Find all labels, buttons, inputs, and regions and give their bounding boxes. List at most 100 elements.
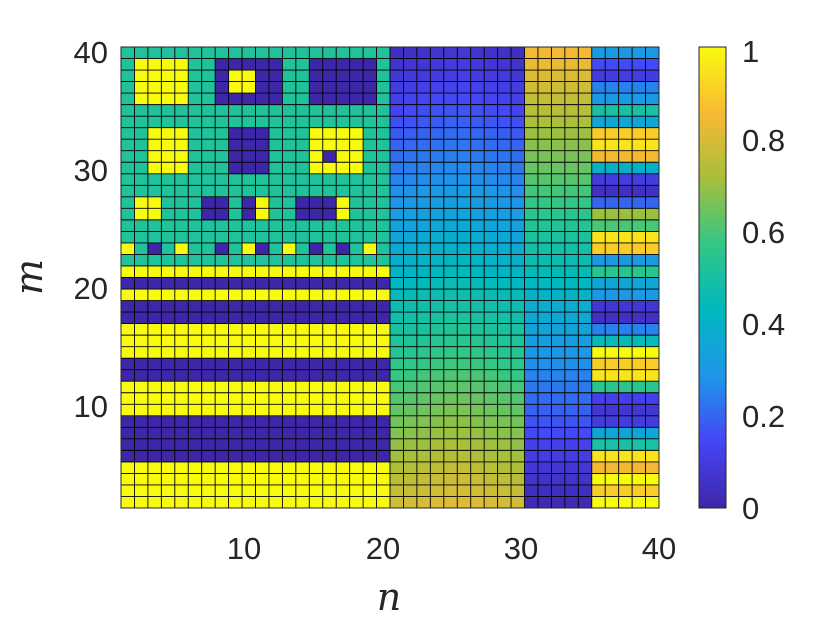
heatmap-cell (578, 473, 593, 486)
heatmap-cell (188, 358, 202, 371)
heatmap-cell (215, 461, 229, 474)
heatmap-cell (242, 104, 256, 117)
heatmap-cell (537, 231, 552, 244)
heatmap-cell (416, 461, 431, 474)
heatmap-cell (430, 438, 445, 451)
heatmap-cell (578, 450, 593, 463)
heatmap-cell (551, 496, 566, 509)
heatmap-cell (134, 185, 149, 198)
heatmap-cell (147, 473, 162, 486)
heatmap-cell (457, 150, 471, 163)
heatmap-cell (228, 162, 243, 175)
heatmap-cell (309, 196, 324, 209)
heatmap-cell (403, 139, 418, 152)
heatmap-cell (268, 484, 283, 497)
heatmap-cell (416, 150, 431, 163)
heatmap-cell (363, 47, 377, 59)
heatmap-cell (201, 254, 216, 267)
heatmap-cell (537, 70, 552, 82)
heatmap-cell (470, 265, 485, 278)
heatmap-cell (618, 415, 633, 428)
heatmap-cell (524, 162, 539, 175)
heatmap-cell (134, 116, 149, 128)
heatmap-cell (632, 300, 646, 313)
heatmap-cell (201, 81, 216, 94)
heatmap-cell (188, 335, 202, 347)
heatmap-cell (188, 242, 202, 255)
heatmap-cell (564, 358, 579, 371)
heatmap-cell (215, 300, 229, 313)
heatmap-cell (188, 277, 202, 290)
heatmap-cell (268, 323, 283, 336)
heatmap-cell (295, 277, 310, 290)
heatmap-cell (376, 93, 391, 105)
heatmap-cell (537, 242, 552, 255)
heatmap-cell (242, 427, 256, 440)
heatmap-cell (537, 415, 552, 428)
heatmap-cell (390, 404, 404, 417)
heatmap-cell (497, 427, 512, 440)
heatmap-cell (591, 496, 606, 509)
heatmap-cell (591, 254, 606, 267)
heatmap-cell (551, 461, 566, 474)
heatmap-cell (645, 196, 660, 209)
heatmap-cell (497, 323, 512, 336)
heatmap-cell (215, 496, 229, 509)
heatmap-cell (228, 381, 243, 394)
heatmap-cell (591, 404, 606, 417)
heatmap-cell (215, 93, 229, 105)
heatmap-cell (618, 496, 633, 509)
heatmap-cell (618, 438, 633, 451)
heatmap-cell (511, 450, 525, 463)
heatmap-cell (255, 58, 270, 71)
heatmap-cell (147, 300, 162, 313)
heatmap-cell (551, 312, 566, 324)
heatmap-cell (591, 300, 606, 313)
heatmap-cell (322, 300, 337, 313)
heatmap-cell (376, 358, 391, 371)
heatmap-cell (430, 58, 445, 71)
heatmap-cell (336, 277, 350, 290)
heatmap-cell (430, 312, 445, 324)
heatmap-cell (430, 93, 445, 105)
colorbar-tick-label: 1 (742, 34, 759, 69)
heatmap-cell (497, 254, 512, 267)
heatmap-cell (497, 312, 512, 324)
heatmap-cell (363, 450, 377, 463)
heatmap-cell (268, 404, 283, 417)
heatmap-cell (121, 219, 135, 232)
heatmap-cell (403, 242, 418, 255)
colorbar-tick-label: 0.4 (742, 307, 785, 342)
heatmap-cell (564, 277, 579, 290)
heatmap-cell (524, 496, 539, 509)
heatmap-cell (255, 427, 270, 440)
heatmap-cell (618, 277, 633, 290)
heatmap-cell (336, 438, 350, 451)
heatmap-cell (174, 369, 189, 382)
heatmap-cell (255, 404, 270, 417)
heatmap-cell (322, 496, 337, 509)
heatmap-cell (309, 346, 324, 359)
heatmap-cell (309, 104, 324, 117)
heatmap-cell (147, 127, 162, 140)
heatmap-cell (551, 185, 566, 198)
heatmap-cell (645, 231, 660, 244)
colorbar-tick-label: 0.8 (742, 123, 785, 158)
heatmap-cell (322, 415, 337, 428)
heatmap-cell (147, 47, 162, 59)
heatmap-cell (457, 139, 471, 152)
heatmap-cell (161, 219, 176, 232)
heatmap-cell (201, 335, 216, 347)
heatmap-cell (497, 81, 512, 94)
heatmap-cells (121, 47, 660, 509)
heatmap-cell (147, 139, 162, 152)
heatmap-cell (591, 312, 606, 324)
heatmap-cell (295, 104, 310, 117)
heatmap-cell (363, 70, 377, 82)
heatmap-cell (174, 427, 189, 440)
heatmap-cell (363, 139, 377, 152)
heatmap-cell (295, 173, 310, 186)
heatmap-cell (416, 208, 431, 221)
heatmap-cell (201, 242, 216, 255)
heatmap-cell (524, 404, 539, 417)
